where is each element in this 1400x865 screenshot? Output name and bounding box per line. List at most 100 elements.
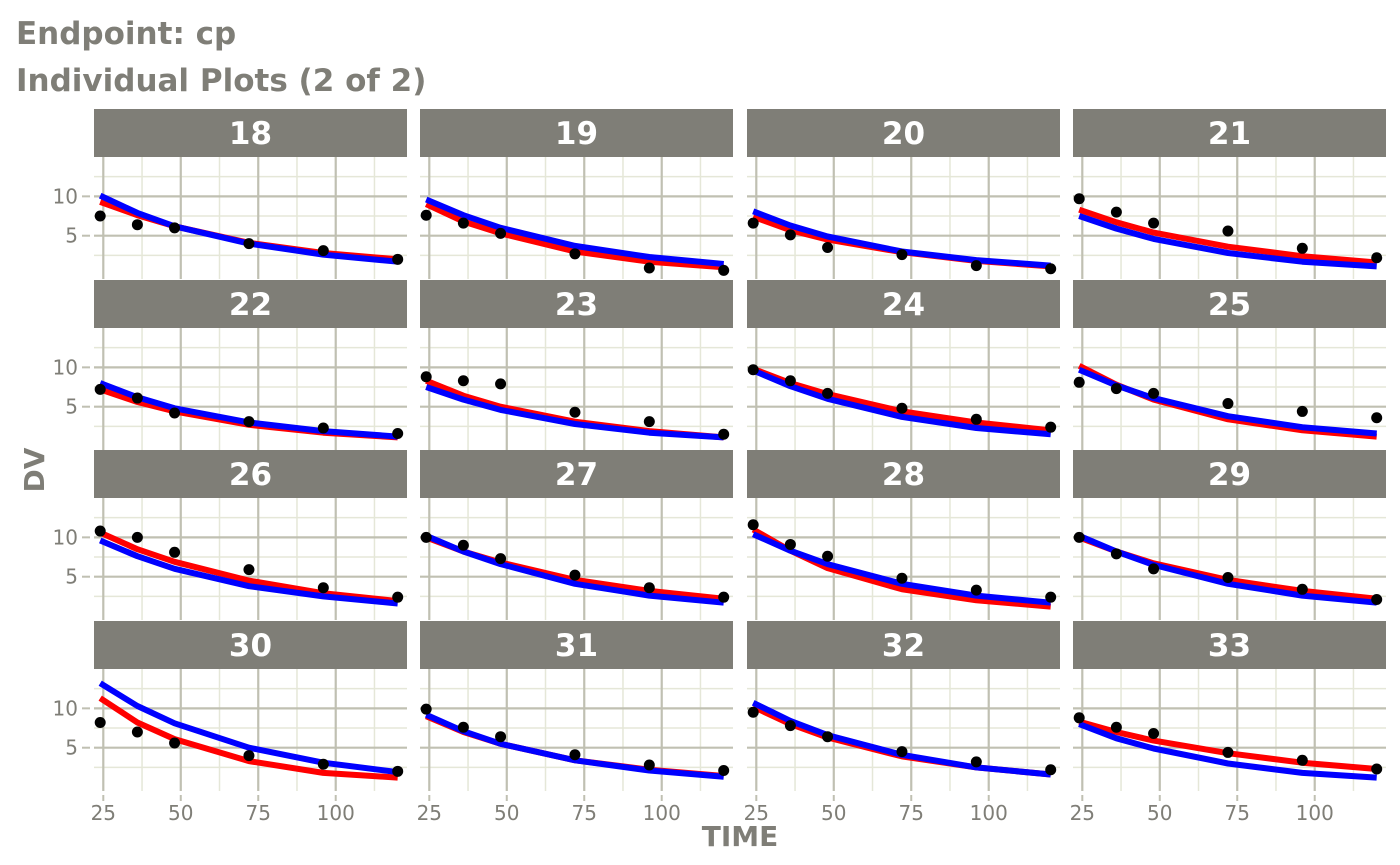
blue-series-line [99, 537, 398, 607]
observed-point [569, 749, 581, 761]
observed-point [569, 406, 581, 418]
blue-series-line [751, 700, 1051, 778]
observed-point [718, 264, 730, 276]
observed-point [1296, 242, 1308, 254]
facet-panel-24: 24 [747, 280, 1060, 450]
observed-point [1110, 383, 1122, 395]
observed-point [1148, 387, 1160, 399]
observed-point [169, 546, 181, 558]
strip-label: 30 [229, 628, 272, 664]
facet-panel-27: 27 [420, 450, 733, 620]
facet-panels: 18 5 10 19 20 21 22 5 10 23 24 25 26 5 10 27 28 29 30 5 10 25… [53, 109, 1386, 825]
x-tick-label: 50 [494, 801, 519, 825]
observed-point [747, 217, 759, 229]
strip-label: 23 [555, 287, 598, 323]
strip-label: 33 [1208, 628, 1251, 664]
observed-point [1148, 217, 1160, 229]
observed-point [643, 759, 655, 771]
x-tick-label: 75 [246, 801, 271, 825]
strip-label: 31 [555, 628, 598, 664]
facet-panel-18: 18 5 10 [53, 109, 407, 279]
red-series-line [98, 695, 398, 781]
observed-point [317, 758, 329, 770]
observed-point [784, 720, 796, 732]
observed-point [1371, 412, 1383, 424]
x-tick-label: 100 [970, 801, 1008, 825]
observed-point [457, 217, 469, 229]
strip-label: 24 [882, 287, 925, 323]
observed-point [718, 428, 730, 440]
observed-point [1148, 563, 1160, 575]
strip-background [420, 621, 733, 669]
observed-point [420, 209, 432, 221]
strip-label: 27 [555, 457, 598, 493]
observed-point [970, 756, 982, 768]
red-series-line [424, 201, 724, 271]
observed-point [1110, 548, 1122, 560]
strip-label: 22 [229, 287, 272, 323]
observed-point [1045, 421, 1057, 433]
observed-point [1371, 252, 1383, 264]
observed-point [1073, 193, 1085, 205]
observed-point [94, 525, 106, 537]
observed-point [822, 242, 834, 254]
facet-panel-20: 20 [747, 109, 1060, 279]
facet-panel-30: 30 5 10 25 50 75 100 [53, 621, 407, 825]
strip-background [94, 621, 407, 669]
y-tick-label: 5 [65, 565, 78, 589]
observed-point [1073, 712, 1085, 724]
x-tick-label: 25 [91, 801, 116, 825]
facet-panel-28: 28 [747, 450, 1060, 620]
observed-point [784, 229, 796, 241]
observed-point [747, 364, 759, 376]
x-axis-title: TIME [702, 820, 779, 853]
observed-point [495, 378, 507, 390]
y-tick-label: 5 [65, 395, 78, 419]
blue-series-line [1078, 533, 1377, 606]
facet-panel-23: 23 [420, 280, 733, 450]
observed-point [317, 422, 329, 434]
observed-point [822, 731, 834, 743]
x-tick-label: 75 [899, 801, 924, 825]
facet-panel-21: 21 [1073, 109, 1386, 279]
observed-point [1222, 398, 1234, 410]
observed-point [457, 539, 469, 551]
observed-point [420, 371, 432, 383]
observed-point [392, 427, 404, 439]
strip-background [1073, 280, 1386, 328]
observed-point [1222, 571, 1234, 583]
strip-background [420, 109, 733, 157]
blue-series-line [425, 384, 724, 441]
strip-label: 28 [882, 457, 925, 493]
x-tick-label: 75 [572, 801, 597, 825]
observed-point [1110, 721, 1122, 733]
strip-label: 20 [882, 116, 925, 152]
y-tick-label: 10 [53, 696, 78, 720]
observed-point [643, 582, 655, 594]
blue-series-line [752, 367, 1051, 438]
strip-label: 19 [555, 116, 598, 152]
observed-point [1296, 583, 1308, 595]
observed-point [243, 750, 255, 762]
observed-point [1371, 594, 1383, 606]
observed-point [1296, 754, 1308, 766]
observed-point [747, 519, 759, 531]
strip-background [420, 280, 733, 328]
observed-point [94, 210, 106, 222]
blue-series-line [751, 531, 1051, 606]
observed-point [970, 584, 982, 596]
facet-panel-22: 22 5 10 [53, 280, 407, 450]
observed-point [747, 706, 759, 718]
observed-point [1371, 763, 1383, 775]
blue-series-line [425, 196, 724, 267]
chart-subtitle: Individual Plots (2 of 2) [16, 63, 426, 99]
observed-point [420, 531, 432, 543]
blue-series-line [425, 533, 724, 606]
observed-point [970, 413, 982, 425]
observed-point [784, 375, 796, 387]
observed-point [896, 249, 908, 261]
x-tick-label: 50 [168, 801, 193, 825]
red-series-line [1078, 718, 1377, 772]
observed-point [243, 238, 255, 250]
